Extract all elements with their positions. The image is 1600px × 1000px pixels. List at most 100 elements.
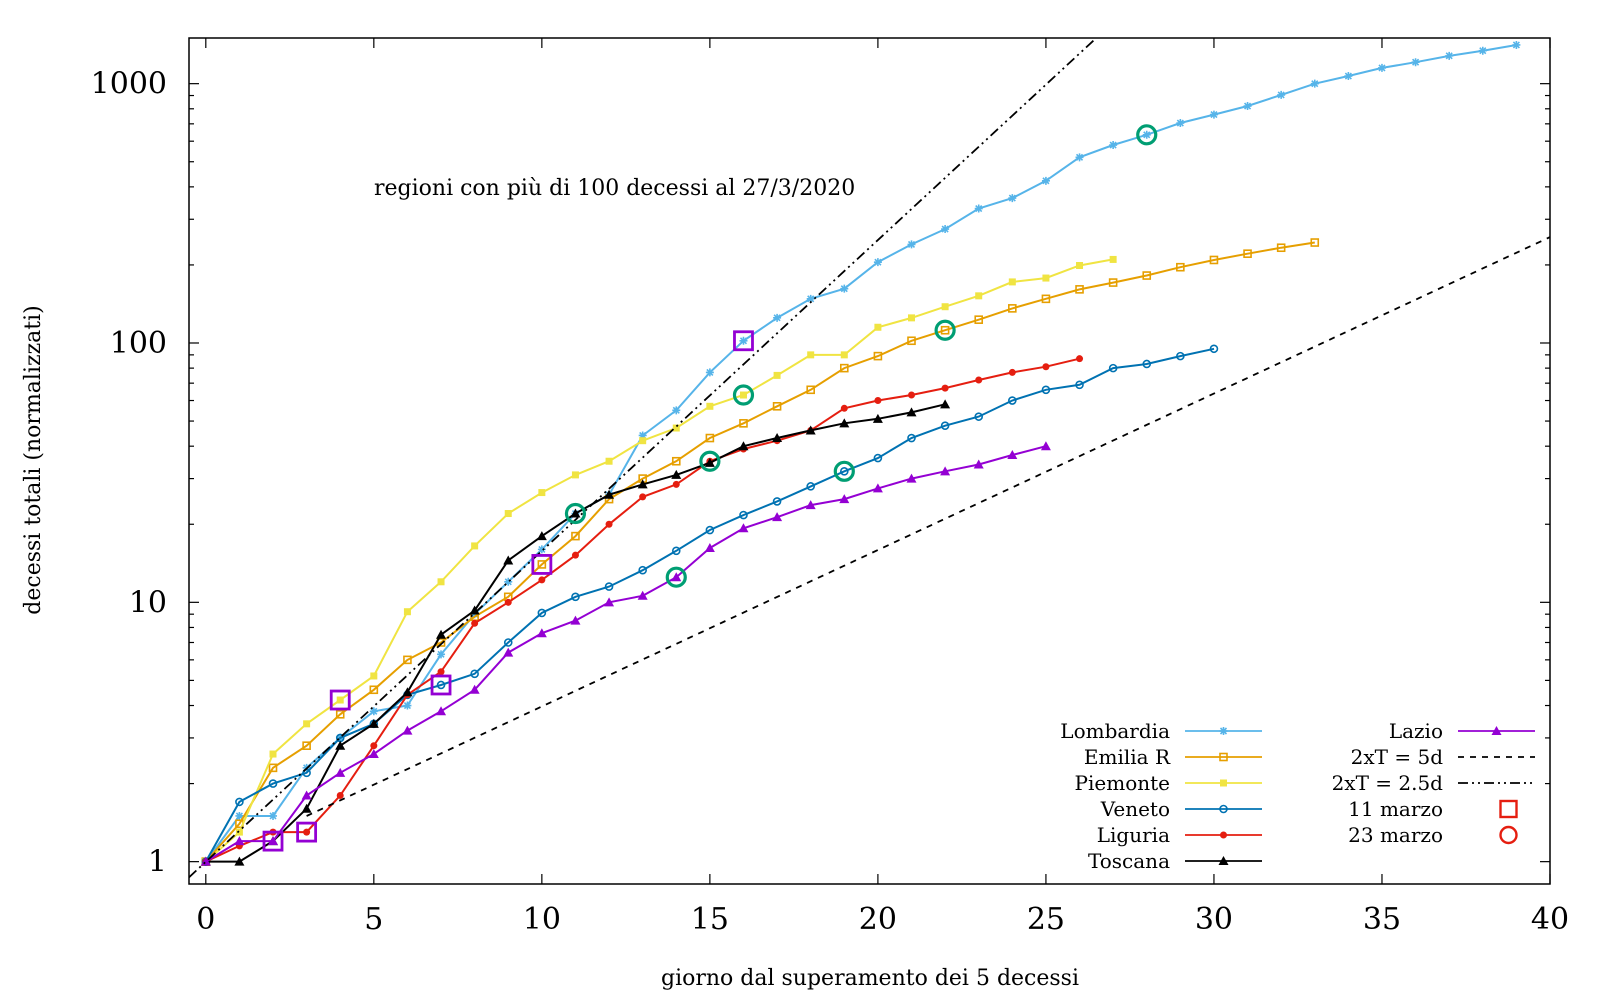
data-point-emilia-r	[1209, 255, 1219, 265]
x-tick-label: 0	[196, 902, 215, 937]
highlight-11-marzo	[262, 330, 754, 852]
data-point-toscana	[604, 489, 615, 499]
data-point-liguria	[874, 397, 882, 405]
data-point-lombardia	[1008, 194, 1017, 203]
data-point-lombardia	[638, 431, 647, 440]
data-point-emilia-r	[772, 402, 782, 411]
data-point-lombardia	[1478, 46, 1487, 55]
legend-label: Lombardia	[1060, 719, 1170, 743]
legend-swatch-marker	[1218, 856, 1229, 865]
data-point-emilia-r	[1243, 249, 1252, 258]
data-point-veneto	[503, 638, 513, 647]
data-point-veneto	[772, 497, 782, 506]
data-point-lombardia	[1109, 141, 1118, 150]
data-point-liguria	[471, 619, 479, 627]
data-point-liguria	[336, 791, 344, 799]
legend-label: 2xT = 2.5d	[1332, 771, 1444, 795]
y-tick-label: 10	[129, 585, 167, 620]
data-point-lombardia	[941, 225, 950, 234]
data-point-lazio	[604, 597, 615, 607]
data-point-liguria	[639, 493, 647, 501]
data-point-lazio	[469, 684, 480, 694]
series-line-piemonte	[205, 258, 1114, 863]
legend-swatch-marker	[1491, 726, 1502, 735]
data-point-emilia-r	[537, 560, 547, 569]
data-point-toscana	[772, 433, 783, 443]
data-point-toscana	[704, 457, 715, 467]
highlight-marker-23-marzo	[665, 566, 687, 588]
data-point-lombardia	[1377, 63, 1386, 72]
legend-label: Liguria	[1097, 823, 1170, 847]
data-point-lombardia	[1277, 90, 1286, 99]
data-point-veneto	[470, 669, 479, 679]
data-point-lombardia	[840, 284, 849, 293]
data-point-piemonte	[672, 424, 680, 432]
series-piemonte	[202, 255, 1117, 866]
data-point-liguria	[571, 551, 579, 559]
data-point-lazio	[839, 494, 850, 504]
data-point-lazio	[234, 836, 245, 846]
legend-label: 23 marzo	[1348, 823, 1443, 847]
data-point-piemonte	[840, 351, 848, 359]
data-point-lombardia	[907, 240, 916, 249]
legend-swatch-marker	[1220, 831, 1227, 839]
data-point-toscana	[402, 687, 413, 697]
legend-item-2xt-5d: 2xT = 5d	[1351, 745, 1535, 769]
data-point-lombardia	[235, 811, 244, 820]
data-point-emilia-r	[571, 531, 580, 541]
legend-label: 2xT = 5d	[1351, 745, 1444, 769]
data-point-lombardia	[1344, 72, 1353, 81]
data-point-liguria	[672, 480, 680, 488]
data-point-piemonte	[807, 351, 815, 359]
data-point-lazio	[940, 466, 951, 476]
legend-item-piemonte: Piemonte	[1075, 771, 1262, 795]
axis-ticks	[189, 38, 1551, 884]
data-point-piemonte	[639, 437, 647, 445]
data-point-lombardia	[403, 701, 412, 710]
series-emilia-r	[201, 238, 1320, 866]
data-point-toscana	[637, 479, 648, 489]
data-point-veneto	[974, 412, 984, 421]
legend-item-2xt-2-5d: 2xT = 2.5d	[1332, 771, 1535, 795]
highlight-marker-11-marzo	[531, 554, 553, 575]
data-point-toscana	[536, 531, 547, 541]
series-line-2xt-5d	[306, 236, 1550, 817]
legend-item-lombardia: Lombardia	[1060, 719, 1262, 743]
data-point-toscana	[839, 418, 850, 428]
legend-label: Lazio	[1389, 719, 1443, 743]
data-point-lombardia	[806, 294, 815, 303]
data-point-lombardia	[1512, 40, 1521, 49]
data-point-lazio	[738, 523, 749, 533]
data-point-lazio	[973, 459, 984, 469]
data-point-emilia-r	[974, 315, 984, 324]
data-point-lombardia	[705, 368, 714, 377]
data-point-lazio	[301, 790, 312, 800]
x-tick-label: 20	[859, 902, 897, 937]
x-axis-title: giorno dal superamento dei 5 decessi	[661, 966, 1079, 991]
data-point-liguria	[840, 404, 848, 412]
data-point-piemonte	[336, 696, 344, 704]
legend-swatch-marker	[1219, 727, 1228, 735]
data-point-lazio	[637, 590, 648, 600]
data-point-emilia-r	[403, 655, 412, 665]
data-point-lombardia	[1142, 130, 1151, 139]
data-point-piemonte	[269, 750, 277, 758]
data-point-piemonte	[1109, 255, 1117, 263]
data-point-lombardia	[1243, 102, 1252, 111]
data-point-liguria	[1076, 355, 1084, 363]
y-tick-label: 1	[148, 845, 167, 880]
data-point-piemonte	[975, 292, 983, 300]
data-point-toscana	[368, 718, 379, 728]
data-point-toscana	[301, 803, 312, 813]
data-point-piemonte	[941, 303, 949, 311]
data-point-lombardia	[739, 336, 748, 345]
highlight-marker-11-marzo	[262, 830, 284, 852]
data-point-toscana	[805, 425, 816, 435]
data-point-lazio	[1040, 441, 1051, 451]
data-point-liguria	[504, 598, 512, 606]
data-point-veneto	[839, 467, 849, 476]
data-point-liguria	[975, 376, 983, 384]
series-line-lombardia	[204, 44, 1517, 863]
data-point-emilia-r	[940, 325, 950, 335]
data-point-veneto	[436, 680, 446, 690]
